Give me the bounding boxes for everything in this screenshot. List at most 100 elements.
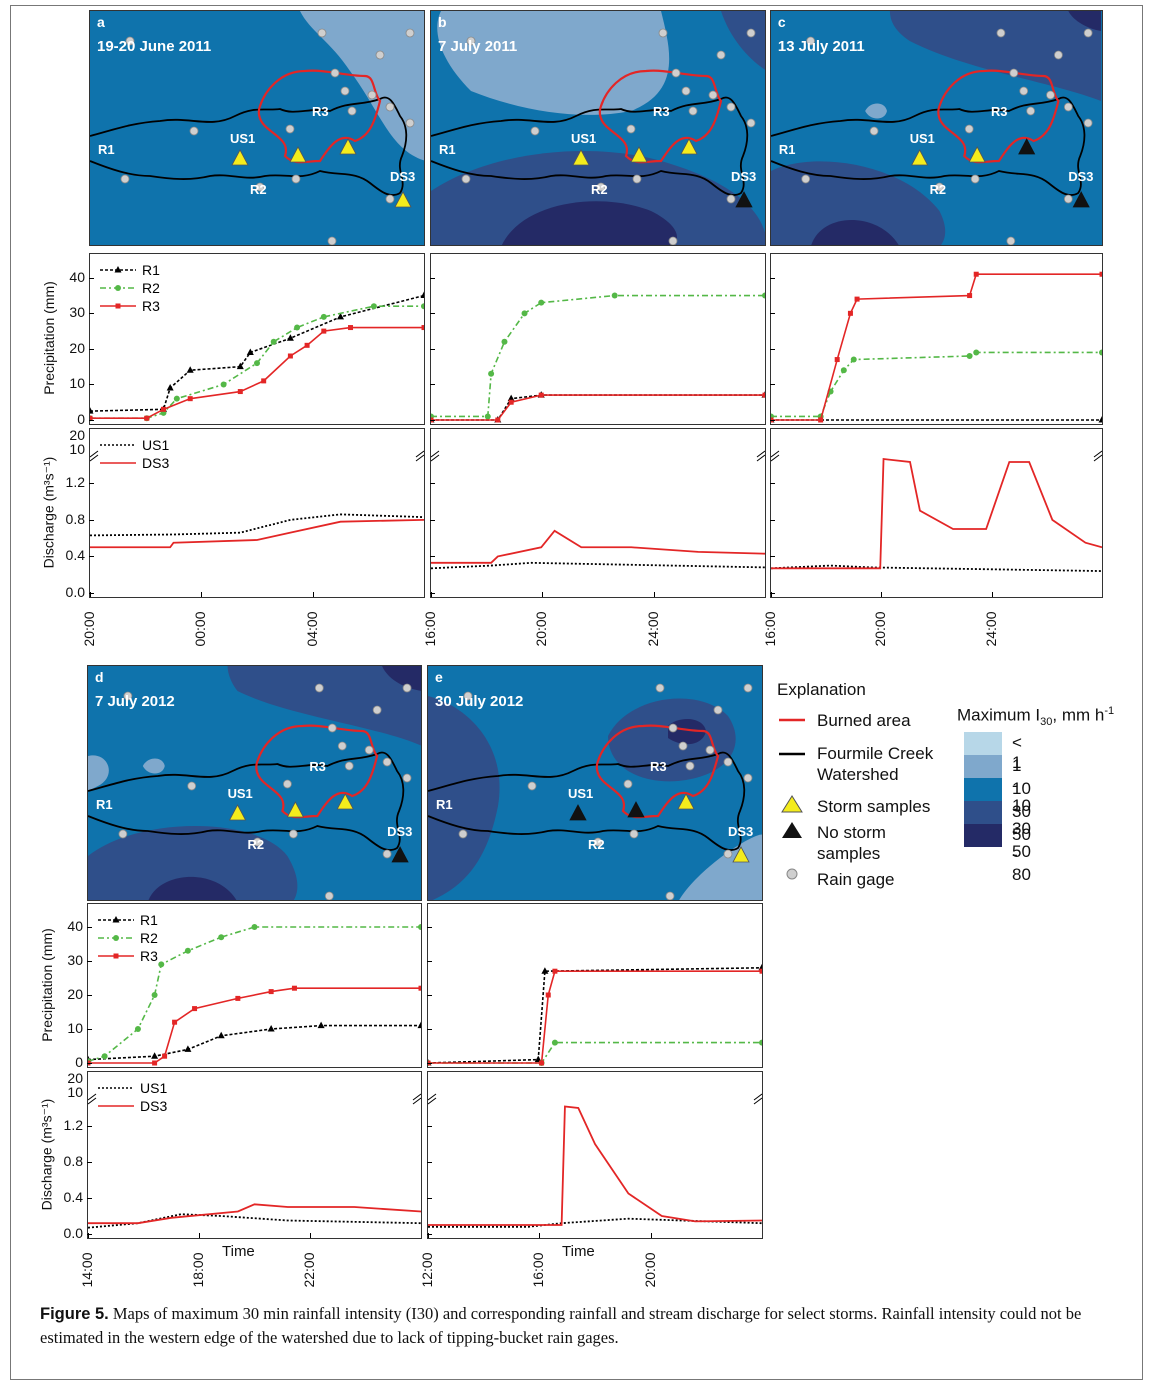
- series-line-r1: [431, 394, 765, 421]
- map-panel-b: R1 US1 R3 R2 DS3 b 7 July 2011: [430, 10, 766, 246]
- x-tick-mark: [201, 592, 203, 597]
- point-r3: [418, 985, 424, 991]
- intensity-zone: [721, 11, 765, 70]
- explanation-nostorm-1: No storm: [817, 823, 886, 842]
- legend-label-ds3: DS3: [142, 455, 169, 471]
- rain-gage-icon: [120, 174, 130, 184]
- rain-gage-icon: [996, 28, 1006, 38]
- axis-break: [753, 1093, 763, 1101]
- point-r2: [220, 381, 227, 388]
- point-r3: [172, 1019, 178, 1025]
- y-tick-label: 30: [69, 304, 85, 321]
- axis-break: [427, 1093, 437, 1101]
- legend-label-r3: R3: [140, 948, 158, 964]
- rain-gage-icon: [123, 691, 133, 701]
- rain-gage-icon: [685, 761, 695, 771]
- rain-gage-icon: [289, 829, 298, 839]
- rain-gage-icon: [1083, 118, 1093, 128]
- intensity-zone: [88, 826, 298, 900]
- point-r3: [818, 417, 824, 423]
- series-line-us1: [89, 513, 425, 537]
- map-label-r1: R1: [439, 142, 456, 157]
- legend-label-r1: R1: [142, 262, 160, 278]
- rain-gage-icon: [869, 126, 879, 136]
- watershed-boundary: [431, 96, 749, 196]
- map-svg: R1 US1 R3 R2 DS3 d 7 July 2012: [88, 666, 421, 900]
- point-r1: [217, 1031, 225, 1039]
- axis-break: [415, 450, 425, 458]
- point-r1: [184, 1045, 192, 1052]
- point-r2: [484, 413, 491, 420]
- point-r2: [251, 924, 258, 930]
- axis-break: [770, 450, 780, 458]
- intensity-zone: [88, 755, 109, 791]
- storm-sample-icon: [680, 138, 698, 155]
- y-tick-mark: [430, 348, 435, 350]
- series-line-ds3: [88, 1203, 422, 1225]
- point-r3: [348, 325, 354, 331]
- figure-frame: [10, 5, 1143, 1380]
- rain-gage-icon: [463, 691, 473, 701]
- precip-plot-b: [427, 253, 769, 425]
- scale-swatch: [964, 778, 1002, 801]
- map-label-r2: R2: [248, 837, 265, 852]
- rain-gage-icon: [723, 757, 733, 767]
- series-line-r2: [431, 294, 765, 418]
- rain-gage-icon: [344, 761, 354, 771]
- storm-sample-icon: [630, 146, 648, 163]
- intensity-zone: [142, 758, 165, 774]
- map-svg: R1 US1 R3 R2 DS3 c 13 July 2011: [771, 11, 1102, 245]
- x-tick-mark: [431, 592, 432, 597]
- rain-gage-icon: [1046, 90, 1055, 100]
- point-r2: [762, 292, 768, 299]
- rain-gage-icon: [347, 106, 357, 116]
- map-svg: R1 US1 R3 R2 DS3 a 19-20 June 2011: [90, 11, 424, 245]
- panel-letter: c: [778, 14, 786, 30]
- y-tick-label: 0.8: [65, 510, 85, 527]
- explanation-watershed-2: Watershed: [817, 765, 899, 784]
- y-tick-label: 10: [69, 375, 85, 392]
- x-tick-label: 24:00: [644, 611, 661, 647]
- x-tick-label: 16:00: [762, 611, 778, 647]
- y-tick-label: 0.4: [63, 1189, 83, 1205]
- rain-gage-icon: [125, 36, 135, 46]
- point-r3: [162, 1053, 168, 1059]
- panel-date: 30 July 2012: [435, 693, 523, 710]
- explanation-symbols: [779, 718, 805, 880]
- rain-gage-icon: [527, 781, 537, 791]
- map-panel-c: R1 US1 R3 R2 DS3 c 13 July 2011: [770, 10, 1103, 246]
- series-line-us1: [430, 561, 766, 570]
- point-r3: [192, 1006, 198, 1012]
- x-tick-mark: [542, 592, 544, 597]
- explanation-title: Explanation: [777, 680, 866, 699]
- point-r3: [421, 325, 427, 331]
- x-tick-mark: [771, 592, 772, 597]
- rain-gage-icon: [970, 174, 980, 184]
- rain-gage-icon: [746, 28, 756, 38]
- axis-break: [427, 1097, 437, 1105]
- rain-gage-icon: [964, 124, 974, 134]
- rain-gage-icon: [340, 86, 350, 96]
- rain-gage-icon: [668, 723, 678, 733]
- map-panel-a: R1 US1 R3 R2 DS3 a 19-20 June 2011: [89, 10, 425, 246]
- y-tick-mark: [87, 995, 92, 996]
- scale-label: 30 - 50: [1012, 802, 1031, 861]
- x-tick-label: 20:00: [81, 611, 97, 647]
- intensity-zone: [300, 11, 424, 161]
- rain-gage-icon: [324, 891, 334, 900]
- map-label-r1: R1: [98, 142, 115, 157]
- rain-gage-icon: [337, 741, 347, 751]
- point-r1: [267, 1025, 275, 1032]
- burned-area-boundary: [595, 724, 720, 819]
- map-label-r2: R2: [588, 837, 605, 852]
- y-tick-mark: [87, 1029, 92, 1030]
- y-tick-label: 10: [67, 1020, 83, 1036]
- y-tick-label-upper: 20: [67, 1070, 83, 1086]
- point-r2: [521, 310, 528, 317]
- point-r3: [304, 342, 310, 348]
- x-tick-label: 12:00: [419, 1252, 435, 1288]
- y-tick-mark: [430, 519, 435, 521]
- y-tick-label: 0.8: [63, 1153, 83, 1169]
- y-tick-label: 20: [69, 339, 85, 356]
- storm-sample-icon: [286, 801, 305, 818]
